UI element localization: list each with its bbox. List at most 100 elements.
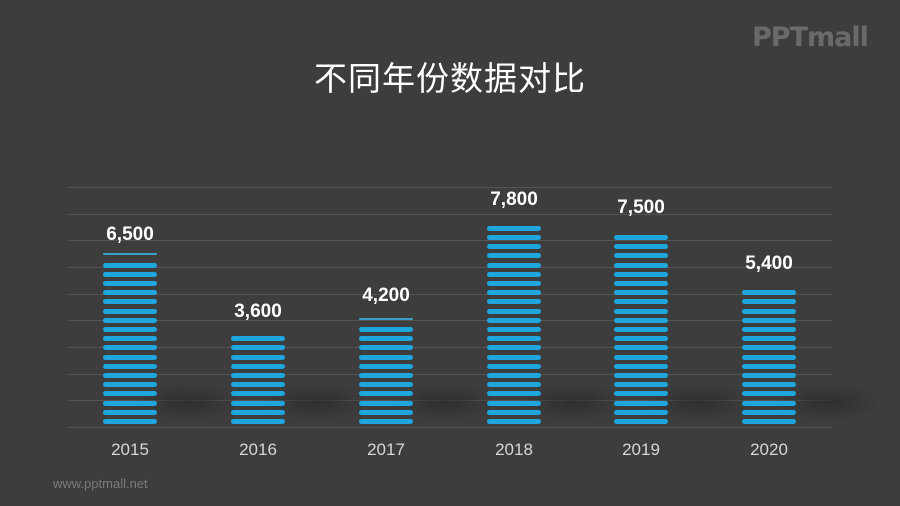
- bar-segment: [487, 410, 541, 415]
- bar-segment: [614, 299, 668, 304]
- bar-segment: [103, 373, 157, 378]
- bar-segment: [614, 263, 668, 268]
- bar-segment: [487, 419, 541, 424]
- bar-segment: [103, 345, 157, 350]
- bar-segment: [359, 345, 413, 350]
- gridline: [68, 214, 832, 215]
- data-label: 7,500: [617, 197, 665, 218]
- bar-segment: [742, 290, 796, 295]
- bar-segment: [614, 364, 668, 369]
- chart-title: 不同年份数据对比: [314, 59, 586, 98]
- bar-segment: [103, 272, 157, 277]
- gridline: [68, 267, 832, 268]
- bar-segment: [742, 419, 796, 424]
- bar-segment: [103, 364, 157, 369]
- bar-segment: [487, 244, 541, 249]
- bar-segment: [359, 401, 413, 406]
- bar-segment: [614, 419, 668, 424]
- bar-segment: [359, 410, 413, 415]
- bar-segment: [742, 336, 796, 341]
- bar-segment: [487, 391, 541, 396]
- bar-segment: [487, 401, 541, 406]
- bar-segment: [231, 364, 285, 369]
- bar-segment: [487, 299, 541, 304]
- bar-segment: [742, 364, 796, 369]
- bar-segment: [614, 410, 668, 415]
- gridline: [68, 294, 832, 295]
- bar-segment: [742, 391, 796, 396]
- bar-segment: [359, 373, 413, 378]
- bar-segment: [487, 235, 541, 240]
- bar-segment: [487, 281, 541, 286]
- bar-segment: [103, 401, 157, 406]
- x-axis-label: 2018: [495, 440, 533, 459]
- bar-segment: [614, 253, 668, 258]
- bar-segment: [614, 244, 668, 249]
- x-axis-label: 2016: [239, 440, 277, 459]
- bar-segment: [614, 382, 668, 387]
- bar-segment: [487, 318, 541, 323]
- gridline: [68, 187, 832, 188]
- bar-segment: [103, 281, 157, 286]
- bar-segment: [231, 382, 285, 387]
- bar-segment: [103, 355, 157, 360]
- bar-segment: [487, 355, 541, 360]
- bar-segment: [742, 410, 796, 415]
- bar-segment: [103, 419, 157, 424]
- data-label: 3,600: [234, 301, 282, 322]
- x-axis-label: 2020: [750, 440, 788, 459]
- x-axis-label: 2019: [622, 440, 660, 459]
- bar-segment: [103, 336, 157, 341]
- bar-segment: [614, 281, 668, 286]
- bar-segment: [614, 401, 668, 406]
- data-label: 6,500: [106, 224, 154, 245]
- bar-segment: [614, 391, 668, 396]
- bar-segment: [103, 391, 157, 396]
- bar-segment: [103, 382, 157, 387]
- pptmall-logo: PPTmall: [752, 22, 869, 53]
- bar-segment: [614, 327, 668, 332]
- bar-segment: [231, 336, 285, 341]
- bar-segment: [359, 355, 413, 360]
- bar-segment: [103, 299, 157, 304]
- bar-segment: [359, 364, 413, 369]
- bar-segment: [231, 401, 285, 406]
- bar-segment: [742, 299, 796, 304]
- bar-segment: [614, 355, 668, 360]
- bar-segment: [231, 391, 285, 396]
- data-label: 7,800: [490, 189, 538, 210]
- bar-segment: [487, 345, 541, 350]
- bar-segment: [487, 290, 541, 295]
- bar-segment: [359, 318, 413, 320]
- bar-segment: [742, 401, 796, 406]
- bar-segment: [231, 345, 285, 350]
- bar-segment: [614, 318, 668, 323]
- bar-segment: [614, 373, 668, 378]
- bar-segment: [742, 345, 796, 350]
- bar-segment: [103, 290, 157, 295]
- bar-segment: [359, 391, 413, 396]
- bar-segment: [103, 318, 157, 323]
- bar-segment: [487, 272, 541, 277]
- bar-segment: [231, 419, 285, 424]
- bar-segment: [103, 253, 157, 255]
- bar-segment: [742, 327, 796, 332]
- bar-segment: [487, 253, 541, 258]
- bar-segment: [359, 419, 413, 424]
- bar-segment: [742, 309, 796, 314]
- bar-segment: [614, 336, 668, 341]
- bar-segment: [487, 263, 541, 268]
- bar-segment: [742, 318, 796, 323]
- bar-segment: [614, 290, 668, 295]
- bar-segment: [103, 309, 157, 314]
- bar-segment: [487, 364, 541, 369]
- bar-segment: [487, 309, 541, 314]
- bar-segment: [231, 355, 285, 360]
- bar-segment: [614, 272, 668, 277]
- bar-segment: [742, 373, 796, 378]
- bar-segment: [487, 226, 541, 231]
- bar-segment: [103, 327, 157, 332]
- bar-segment: [103, 263, 157, 268]
- gridline: [68, 374, 832, 375]
- gridline: [68, 240, 832, 241]
